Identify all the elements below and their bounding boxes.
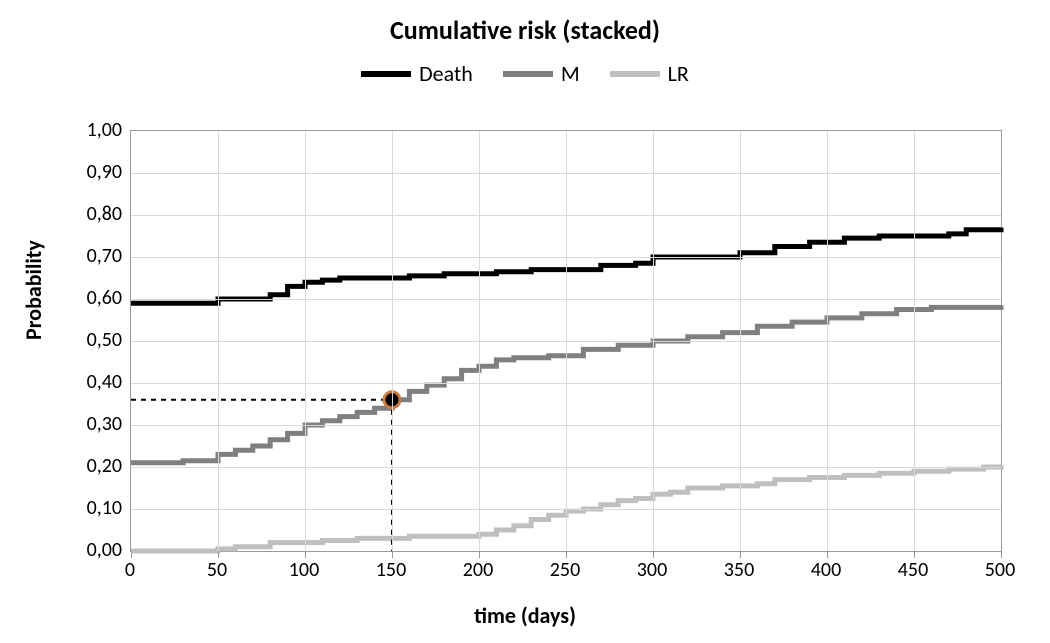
x-tick xyxy=(827,551,828,558)
x-tick xyxy=(131,551,132,558)
y-tick-label: 0,60 xyxy=(87,286,122,310)
legend-item-m: M xyxy=(503,60,580,87)
chart-legend: Death M LR xyxy=(0,60,1050,87)
y-axis-label: Probability xyxy=(20,240,47,340)
y-tick-label: 0,10 xyxy=(87,496,122,520)
gridline-v xyxy=(479,131,480,551)
x-tick-label: 50 xyxy=(207,558,227,582)
legend-label-m: M xyxy=(561,60,580,87)
x-tick xyxy=(914,551,915,558)
x-tick-label: 200 xyxy=(463,558,493,582)
x-tick-label: 450 xyxy=(898,558,928,582)
legend-label-lr: LR xyxy=(668,60,689,87)
chart-title: Cumulative risk (stacked) xyxy=(0,0,1050,46)
y-tick-label: 0,90 xyxy=(87,160,122,184)
x-axis-label: time (days) xyxy=(0,602,1050,629)
gridline-v xyxy=(305,131,306,551)
y-tick-label: 0,40 xyxy=(87,370,122,394)
gridline-v xyxy=(740,131,741,551)
legend-label-death: Death xyxy=(419,60,473,87)
y-tick-label: 0,20 xyxy=(87,454,122,478)
x-tick-label: 150 xyxy=(376,558,406,582)
gridline-v xyxy=(653,131,654,551)
cumulative-risk-chart: Cumulative risk (stacked) Death M LR Pro… xyxy=(0,0,1050,643)
legend-item-death: Death xyxy=(361,60,473,87)
gridline-v xyxy=(914,131,915,551)
legend-item-lr: LR xyxy=(610,60,689,87)
y-tick-label: 0,50 xyxy=(87,328,122,352)
x-tick xyxy=(305,551,306,558)
gridline-v xyxy=(566,131,567,551)
gridline-v xyxy=(827,131,828,551)
legend-swatch-lr xyxy=(610,71,660,77)
x-tick xyxy=(653,551,654,558)
x-tick xyxy=(218,551,219,558)
x-tick xyxy=(566,551,567,558)
legend-swatch-death xyxy=(361,71,411,77)
gridline-v xyxy=(392,131,393,551)
gridline-v xyxy=(218,131,219,551)
plot-area xyxy=(130,130,1002,552)
x-tick xyxy=(479,551,480,558)
x-tick-label: 100 xyxy=(289,558,319,582)
x-tick xyxy=(392,551,393,558)
y-tick-label: 0,30 xyxy=(87,412,122,436)
x-tick xyxy=(1001,551,1002,558)
x-tick-label: 0 xyxy=(125,558,135,582)
y-tick-label: 0,80 xyxy=(87,202,122,226)
x-tick-label: 500 xyxy=(985,558,1015,582)
x-tick xyxy=(740,551,741,558)
y-tick-label: 0,00 xyxy=(87,538,122,562)
x-tick-label: 300 xyxy=(637,558,667,582)
x-tick-label: 250 xyxy=(550,558,580,582)
x-tick-label: 350 xyxy=(724,558,754,582)
y-tick-label: 0,70 xyxy=(87,244,122,268)
y-tick-label: 1,00 xyxy=(87,118,122,142)
legend-swatch-m xyxy=(503,71,553,77)
x-tick-label: 400 xyxy=(811,558,841,582)
